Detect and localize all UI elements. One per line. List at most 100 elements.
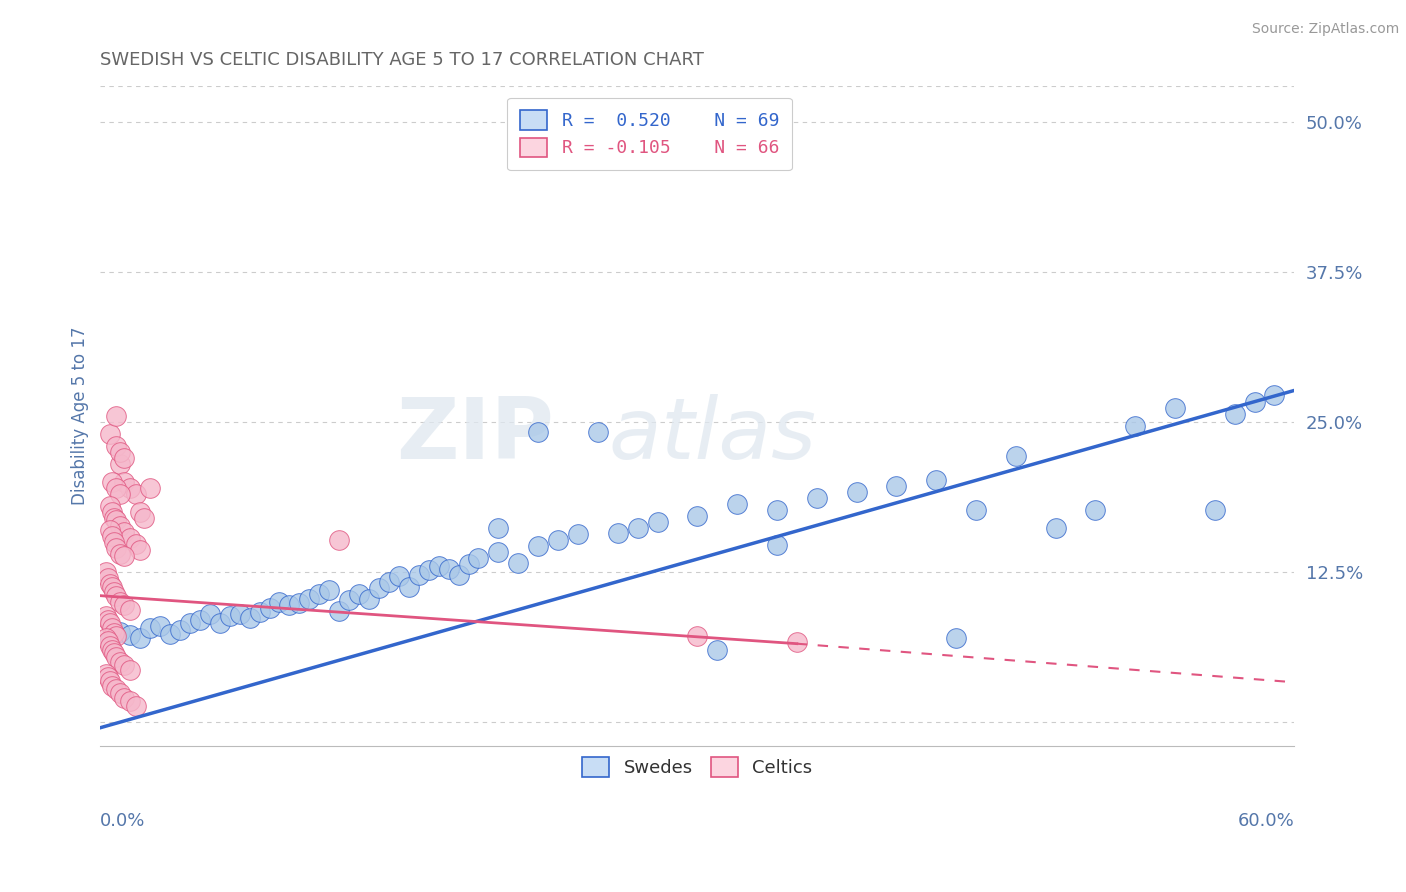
Point [527,540,550,554]
Point [96,565,118,579]
Point [249,606,271,620]
Point [112,450,135,465]
Point [228,607,250,621]
Point [308,587,330,601]
Point [408,568,430,582]
Point [686,630,709,644]
Point [288,596,311,610]
Point [1243,395,1265,409]
Text: atlas: atlas [609,394,817,477]
Point [328,604,350,618]
Point [110,655,132,669]
Point [103,534,125,549]
Point [318,582,340,597]
Point [347,587,370,601]
Point [120,694,142,708]
Point [103,585,125,599]
Point [101,505,124,519]
Point [125,537,148,551]
Point [98,616,121,631]
Point [110,547,132,561]
Point [120,603,142,617]
Point [139,621,162,635]
Point [647,516,669,530]
Point [1204,503,1226,517]
Point [105,589,128,603]
Point [110,486,132,500]
Point [218,609,240,624]
Point [125,486,148,500]
Point [112,524,135,539]
Point [239,611,262,625]
Point [627,521,650,535]
Point [96,631,118,645]
Point [437,562,460,576]
Point [486,521,509,535]
Point [527,425,550,440]
Point [97,571,120,585]
Point [945,631,967,645]
Point [1164,401,1187,416]
Point [1084,503,1107,517]
Point [368,582,391,596]
Text: 0.0%: 0.0% [100,812,146,830]
Point [786,635,808,649]
Point [96,666,118,681]
Point [105,630,128,644]
Point [105,541,128,555]
Point [337,593,360,607]
Point [925,474,948,488]
Point [103,646,125,660]
Point [98,633,121,648]
Point [198,607,221,621]
Point [129,631,152,645]
Point [886,479,908,493]
Point [159,627,181,641]
Point [208,616,231,631]
Point [98,576,121,591]
Point [120,481,142,495]
Point [129,505,152,519]
Point [112,475,135,489]
Point [97,634,120,648]
Point [110,595,132,609]
Point [1223,408,1246,422]
Point [298,592,321,607]
Point [110,444,132,458]
Point [103,510,125,524]
Point [98,523,121,537]
Point [120,663,142,677]
Y-axis label: Disability Age 5 to 17: Disability Age 5 to 17 [72,326,89,505]
Point [686,509,709,524]
Text: ZIP: ZIP [396,394,554,477]
Point [149,618,172,632]
Point [112,658,135,673]
Point [97,670,120,684]
Point [112,549,135,563]
Point [845,485,868,500]
Point [98,673,121,688]
Point [110,457,132,471]
Point [98,499,121,513]
Point [105,513,128,527]
Point [169,624,191,638]
Point [508,556,530,570]
Point [467,551,489,566]
Point [706,642,728,657]
Point [357,592,380,607]
Point [586,425,609,440]
Point [105,481,128,495]
Point [427,558,450,573]
Point [110,519,132,533]
Point [96,609,118,624]
Point [606,526,628,541]
Point [101,679,124,693]
Point [105,682,128,697]
Point [134,510,156,524]
Point [567,527,589,541]
Point [101,621,124,635]
Point [806,491,828,506]
Point [98,639,121,653]
Point [1045,521,1067,535]
Point [112,690,135,705]
